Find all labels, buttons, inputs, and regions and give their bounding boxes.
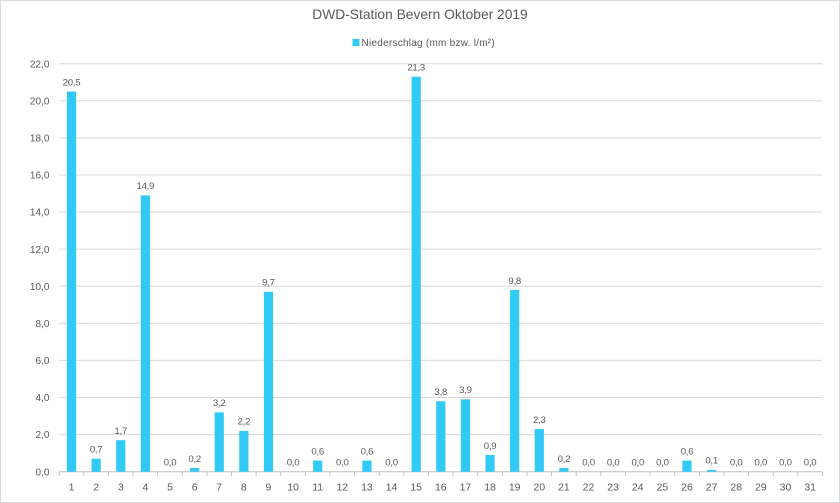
svg-text:26: 26: [681, 481, 693, 493]
svg-text:0,9: 0,9: [484, 441, 497, 452]
svg-text:21: 21: [558, 481, 570, 493]
svg-text:23: 23: [607, 481, 619, 493]
svg-text:0,7: 0,7: [90, 445, 103, 456]
svg-text:2,2: 2,2: [238, 417, 251, 428]
svg-text:7: 7: [216, 481, 222, 493]
svg-text:0,0: 0,0: [755, 458, 768, 469]
svg-text:0,0: 0,0: [730, 458, 743, 469]
svg-text:Niederschlag (mm bzw. l/m²): Niederschlag (mm bzw. l/m²): [362, 38, 495, 49]
svg-text:25: 25: [657, 481, 669, 493]
svg-text:22: 22: [583, 481, 595, 493]
svg-text:12: 12: [336, 481, 348, 493]
svg-text:5: 5: [167, 481, 173, 493]
svg-text:27: 27: [706, 481, 718, 493]
svg-text:21,3: 21,3: [407, 62, 425, 73]
svg-text:0,6: 0,6: [681, 446, 694, 457]
svg-text:22,0: 22,0: [30, 59, 50, 70]
svg-text:31: 31: [804, 481, 816, 493]
svg-text:14,9: 14,9: [137, 181, 155, 192]
svg-text:9: 9: [266, 481, 272, 493]
svg-text:14,0: 14,0: [30, 208, 50, 219]
svg-text:8: 8: [241, 481, 247, 493]
svg-text:0,0: 0,0: [607, 458, 620, 469]
svg-text:0,0: 0,0: [336, 458, 349, 469]
svg-text:20: 20: [533, 481, 545, 493]
svg-text:0,0: 0,0: [656, 458, 669, 469]
svg-text:0,0: 0,0: [631, 458, 644, 469]
svg-text:0,2: 0,2: [558, 454, 571, 465]
svg-text:19: 19: [509, 481, 521, 493]
svg-text:0,0: 0,0: [385, 458, 398, 469]
svg-text:20,0: 20,0: [30, 96, 50, 107]
svg-text:9,7: 9,7: [262, 278, 275, 289]
svg-text:16,0: 16,0: [30, 171, 50, 182]
svg-text:10,0: 10,0: [30, 282, 50, 293]
svg-text:0,0: 0,0: [164, 458, 177, 469]
svg-text:2: 2: [93, 481, 99, 493]
svg-text:8,0: 8,0: [35, 319, 49, 330]
svg-text:3,9: 3,9: [459, 385, 472, 396]
svg-text:3,8: 3,8: [435, 387, 448, 398]
svg-text:11: 11: [312, 481, 323, 493]
svg-text:18,0: 18,0: [30, 133, 50, 144]
svg-text:14: 14: [386, 481, 398, 493]
svg-text:4,0: 4,0: [35, 393, 49, 404]
svg-text:3: 3: [118, 481, 124, 493]
svg-text:29: 29: [755, 481, 767, 493]
svg-text:3,2: 3,2: [213, 398, 226, 409]
svg-text:1: 1: [69, 481, 75, 493]
svg-text:17: 17: [460, 481, 472, 493]
svg-text:0,0: 0,0: [779, 458, 792, 469]
svg-text:0,0: 0,0: [582, 458, 595, 469]
svg-text:1,7: 1,7: [114, 426, 127, 437]
svg-text:12,0: 12,0: [30, 245, 50, 256]
svg-text:0,6: 0,6: [361, 446, 374, 457]
svg-text:0,1: 0,1: [705, 456, 718, 467]
svg-text:9,8: 9,8: [508, 276, 521, 287]
svg-text:30: 30: [780, 481, 792, 493]
svg-text:13: 13: [361, 481, 373, 493]
svg-text:10: 10: [287, 481, 299, 493]
svg-text:24: 24: [632, 481, 644, 493]
svg-text:16: 16: [435, 481, 447, 493]
svg-text:0,6: 0,6: [311, 446, 324, 457]
svg-text:20,5: 20,5: [63, 77, 81, 88]
svg-text:2,3: 2,3: [533, 415, 546, 426]
svg-text:0,0: 0,0: [804, 458, 817, 469]
svg-text:0,2: 0,2: [188, 454, 201, 465]
svg-text:0,0: 0,0: [287, 458, 300, 469]
svg-text:2,0: 2,0: [35, 430, 49, 441]
svg-text:DWD-Station Bevern Oktober 201: DWD-Station Bevern Oktober 2019: [312, 7, 528, 22]
svg-text:6: 6: [192, 481, 198, 493]
svg-text:15: 15: [410, 481, 422, 493]
svg-text:4: 4: [142, 481, 148, 493]
svg-text:28: 28: [730, 481, 742, 493]
svg-text:6,0: 6,0: [35, 356, 49, 367]
svg-text:0,0: 0,0: [35, 467, 49, 478]
svg-text:18: 18: [484, 481, 496, 493]
